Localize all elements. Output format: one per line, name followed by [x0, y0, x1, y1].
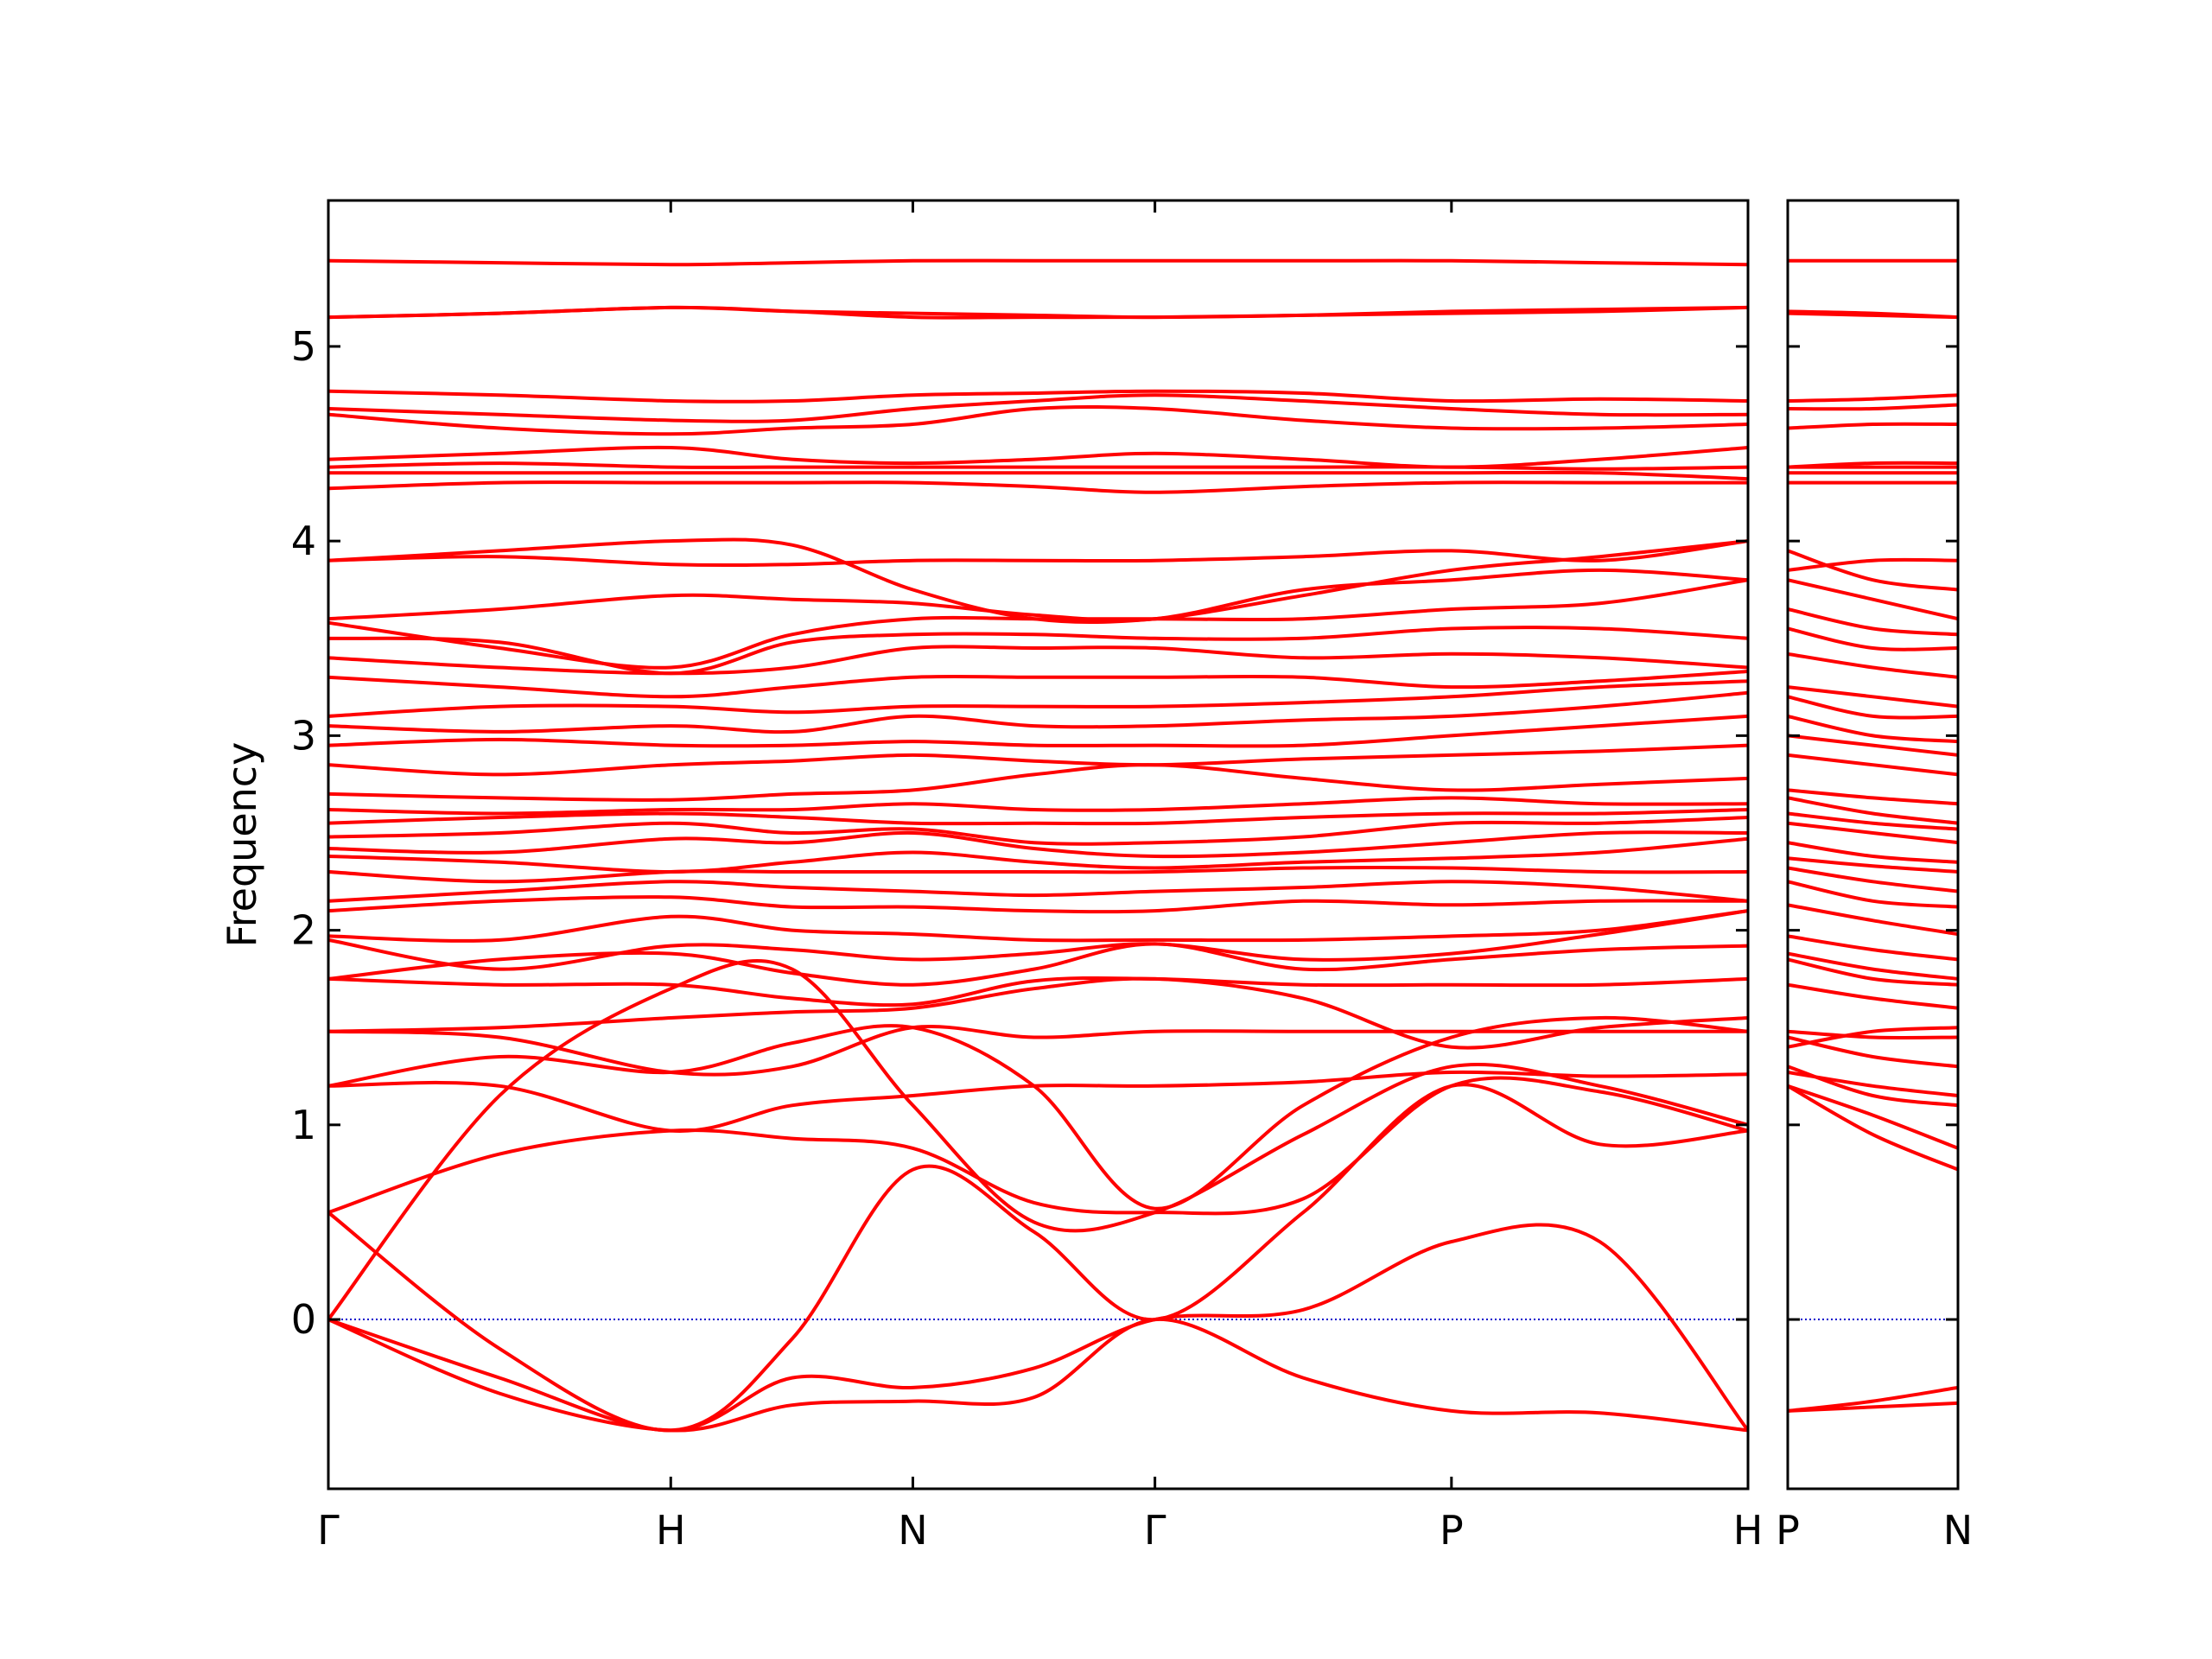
band-line — [328, 389, 1748, 404]
band-line — [1788, 1084, 1958, 1150]
band-line — [328, 909, 1748, 943]
band-line — [328, 480, 1748, 494]
y-tick-label: 0 — [291, 1296, 316, 1343]
band-line — [1788, 309, 1958, 320]
y-tick-label: 3 — [291, 712, 316, 759]
band-line — [328, 445, 1748, 469]
band-line — [1788, 714, 1958, 744]
band-line — [1788, 393, 1958, 403]
band-line — [328, 258, 1748, 267]
band-line — [1788, 982, 1958, 1010]
plot-frame — [327, 199, 1750, 1491]
y-tick-label: 4 — [291, 518, 316, 564]
band-line — [328, 958, 1748, 1321]
band-line — [328, 865, 1748, 884]
band-line — [328, 1015, 1748, 1211]
band-line — [1788, 811, 1958, 831]
band-line — [328, 743, 1748, 777]
band-line — [1788, 951, 1958, 981]
band-line — [328, 539, 1748, 568]
plot-area — [1788, 258, 1958, 1413]
band-line — [328, 670, 1748, 699]
band-line — [328, 393, 1748, 423]
band-line — [1788, 422, 1958, 430]
band-line — [1788, 734, 1958, 757]
x-tick-label: N — [898, 1507, 927, 1554]
band-line — [1788, 607, 1958, 637]
band-line — [328, 816, 1748, 846]
band-line — [328, 568, 1748, 622]
band-line — [328, 537, 1748, 625]
band-line — [328, 895, 1748, 914]
band-line — [328, 1076, 1748, 1216]
band-line — [328, 942, 1748, 987]
band-line — [1788, 753, 1958, 777]
band-line — [328, 976, 1748, 1007]
band-line — [1788, 1071, 1958, 1097]
band-line — [328, 1025, 1748, 1077]
band-line — [328, 461, 1748, 471]
plot-area — [328, 258, 1748, 1433]
band-line — [1788, 866, 1958, 893]
band-line — [1788, 788, 1958, 806]
band-line — [328, 830, 1748, 859]
band-line — [1788, 1065, 1958, 1108]
band-line — [328, 1318, 1748, 1433]
band-line — [328, 1223, 1748, 1433]
band-line — [1788, 652, 1958, 679]
y-tick-label: 5 — [291, 323, 316, 370]
band-line — [328, 976, 1748, 1050]
band-line — [1788, 549, 1958, 592]
band-line — [328, 626, 1748, 676]
band-line — [1788, 1029, 1958, 1039]
band-line — [1788, 880, 1958, 909]
band-line — [328, 763, 1748, 802]
band-line — [328, 679, 1748, 718]
band-line — [1788, 578, 1958, 621]
band-line — [328, 690, 1748, 734]
band-line — [1788, 403, 1958, 411]
band-line — [328, 836, 1748, 874]
band-line — [1788, 626, 1958, 652]
x-tick-label: H — [1733, 1507, 1764, 1554]
y-tick-label: 1 — [291, 1102, 316, 1148]
band-line — [1788, 821, 1958, 845]
band-line — [1788, 1385, 1958, 1413]
band-line — [328, 1083, 1748, 1433]
x-tick-label: Γ — [1144, 1507, 1166, 1554]
y-axis-label: Frequency — [219, 742, 265, 948]
band-line — [1788, 934, 1958, 962]
x-tick-label: Γ — [317, 1507, 340, 1554]
band-line — [1788, 685, 1958, 709]
band-line — [1788, 1026, 1958, 1049]
y-tick-label: 2 — [291, 907, 316, 954]
band-line — [1788, 903, 1958, 937]
band-line — [328, 880, 1748, 903]
band-line — [328, 470, 1748, 481]
plot-frame — [1786, 199, 1960, 1491]
band-line — [328, 808, 1748, 826]
x-tick-label: P — [1440, 1507, 1464, 1554]
band-line — [328, 796, 1748, 816]
band-line — [328, 405, 1748, 436]
band-line — [328, 645, 1748, 676]
band-line — [1788, 461, 1958, 469]
x-tick-label: N — [1943, 1507, 1973, 1554]
band-line — [1788, 856, 1958, 874]
band-line — [1788, 1084, 1958, 1172]
band-line — [1788, 695, 1958, 720]
x-tick-label: P — [1776, 1507, 1800, 1554]
band-line — [328, 305, 1748, 320]
band-line — [328, 714, 1748, 748]
band-line — [1788, 957, 1958, 987]
band-line — [328, 909, 1748, 971]
x-tick-label: H — [656, 1507, 686, 1554]
band-line — [1788, 796, 1958, 825]
band-line — [1788, 557, 1958, 572]
band-line — [1788, 841, 1958, 864]
